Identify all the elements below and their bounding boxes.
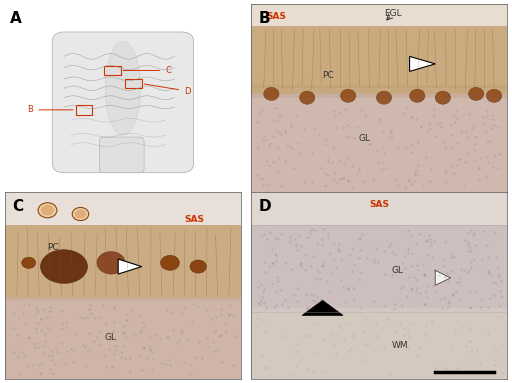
Text: PC: PC — [48, 243, 59, 252]
Text: D: D — [144, 84, 190, 96]
Bar — [76, 105, 92, 115]
Bar — [251, 94, 507, 192]
Circle shape — [75, 210, 86, 219]
Bar — [125, 79, 142, 88]
Circle shape — [72, 208, 89, 221]
Bar — [251, 4, 507, 26]
Polygon shape — [435, 270, 451, 285]
Text: GL: GL — [104, 333, 116, 342]
Ellipse shape — [340, 89, 356, 102]
FancyBboxPatch shape — [99, 137, 144, 173]
Bar — [251, 225, 507, 313]
Ellipse shape — [410, 89, 425, 102]
Text: SAS: SAS — [266, 13, 286, 21]
Circle shape — [190, 260, 206, 273]
Ellipse shape — [435, 91, 451, 104]
Ellipse shape — [300, 91, 315, 104]
Bar — [5, 192, 241, 225]
Bar — [251, 308, 507, 379]
Text: PC: PC — [323, 70, 334, 80]
Polygon shape — [410, 56, 435, 71]
Ellipse shape — [105, 41, 140, 135]
FancyBboxPatch shape — [52, 32, 194, 173]
Ellipse shape — [40, 250, 88, 283]
Bar — [251, 85, 507, 98]
Text: B: B — [28, 105, 73, 115]
Text: B: B — [259, 11, 270, 26]
Circle shape — [38, 203, 57, 218]
Bar — [104, 66, 120, 75]
Text: C: C — [123, 66, 171, 75]
Text: EGL: EGL — [384, 9, 401, 18]
Text: WM: WM — [392, 341, 408, 350]
Text: D: D — [259, 199, 271, 214]
Ellipse shape — [264, 87, 279, 100]
Ellipse shape — [486, 89, 502, 102]
Text: GL: GL — [358, 134, 370, 144]
Bar — [5, 296, 241, 379]
Text: C: C — [12, 199, 24, 214]
Circle shape — [161, 255, 179, 270]
Ellipse shape — [376, 91, 392, 104]
Text: SAS: SAS — [369, 200, 389, 209]
Bar — [5, 225, 241, 300]
Circle shape — [22, 257, 36, 268]
Bar — [251, 192, 507, 225]
Ellipse shape — [468, 87, 484, 100]
Polygon shape — [302, 300, 343, 315]
Circle shape — [41, 205, 54, 216]
Text: SAS: SAS — [184, 215, 204, 224]
Polygon shape — [118, 259, 142, 274]
Text: A: A — [10, 11, 22, 26]
Text: GL: GL — [392, 266, 403, 275]
Ellipse shape — [97, 252, 125, 274]
Bar — [251, 26, 507, 88]
